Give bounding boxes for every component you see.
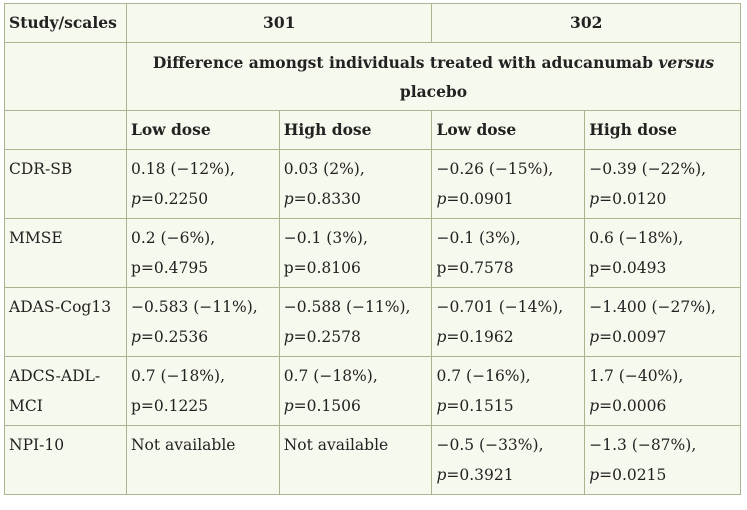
p-value: p=0.0493 [589, 259, 667, 277]
value-cell: 0.2 (−6%), p=0.4795 [125, 218, 280, 288]
study-header-row: Study/scales 301 302 [4, 3, 741, 43]
dose-high-302: High dose [584, 110, 741, 150]
p-label: p [589, 466, 600, 484]
dose-high-301: High dose [278, 110, 433, 150]
empty-cell [4, 110, 127, 150]
value-cell: −1.400 (−27%), p=0.0097 [584, 287, 741, 357]
p-value: =0.0901 [446, 190, 514, 208]
p-value: =0.2578 [293, 328, 361, 346]
value-cell: −0.583 (−11%), p=0.2536 [125, 287, 280, 357]
p-value: =0.0006 [599, 397, 667, 415]
p-value: p=0.8106 [283, 259, 361, 277]
p-label: p [283, 397, 294, 415]
scale-name: ADCS-ADL-MCI [4, 356, 127, 426]
p-label: p [436, 328, 447, 346]
value-cell: −0.39 (−22%), p=0.0120 [584, 149, 741, 219]
difference-text: Difference amongst individuals treated w… [152, 53, 659, 72]
value-cell: Not available [278, 425, 433, 495]
p-label: p [436, 190, 447, 208]
table-row: CDR-SB 0.18 (−12%), p=0.2250 0.03 (2%), p=0.… [4, 149, 741, 219]
value-cell: 0.03 (2%), p=0.8330 [278, 149, 433, 219]
value-cell: 0.6 (−18%), p=0.0493 [584, 218, 741, 288]
effect-value: −0.1 (3%), [283, 229, 368, 247]
p-label: p [436, 397, 447, 415]
p-value: =0.1962 [446, 328, 514, 346]
difference-suffix: placebo [399, 82, 468, 101]
table-body: CDR-SB 0.18 (−12%), p=0.2250 0.03 (2%), p=0.… [4, 149, 741, 495]
results-table: Study/scales 301 302 Difference amongst … [4, 3, 742, 495]
effect-value: −1.3 (−87%), [589, 436, 697, 454]
p-label: p [283, 190, 294, 208]
value-cell: −0.588 (−11%), p=0.2578 [278, 287, 433, 357]
study-302-header: 302 [431, 3, 741, 43]
p-value: p=0.7578 [436, 259, 514, 277]
p-value: =0.3921 [446, 466, 514, 484]
p-label: p [130, 328, 141, 346]
p-label: p [589, 328, 600, 346]
value-cell: −0.1 (3%), p=0.7578 [431, 218, 586, 288]
dose-low-302: Low dose [431, 110, 586, 150]
effect-value: 0.2 (−6%), [130, 229, 216, 247]
p-value: =0.0120 [599, 190, 667, 208]
value-cell: −0.26 (−15%), p=0.0901 [431, 149, 586, 219]
effect-value: Not available [130, 436, 236, 454]
scale-name: ADAS-Cog13 [4, 287, 127, 357]
p-value: =0.8330 [293, 190, 361, 208]
table-row: ADAS-Cog13 −0.583 (−11%), p=0.2536 −0.588 (… [4, 287, 741, 357]
difference-header: Difference amongst individuals treated w… [125, 42, 742, 111]
value-cell: 0.7 (−16%), p=0.1515 [431, 356, 586, 426]
value-cell: 0.18 (−12%), p=0.2250 [125, 149, 280, 219]
effect-value: 0.7 (−18%), [130, 367, 226, 385]
effect-value: −0.588 (−11%), [283, 298, 411, 316]
value-cell: −1.3 (−87%), p=0.0215 [584, 425, 741, 495]
p-value: =0.1515 [446, 397, 514, 415]
scale-name: CDR-SB [4, 149, 127, 219]
scale-name: NPI-10 [4, 425, 127, 495]
dose-row: Low dose High dose Low dose High dose [4, 110, 741, 150]
effect-value: −0.26 (−15%), [436, 160, 554, 178]
empty-cell [4, 42, 127, 111]
value-cell: −0.5 (−33%), p=0.3921 [431, 425, 586, 495]
p-value: =0.2250 [140, 190, 209, 208]
effect-value: 0.18 (−12%), [130, 160, 235, 178]
value-cell: Not available [125, 425, 280, 495]
effect-value: 0.7 (−16%), [436, 367, 531, 385]
effect-value: 0.6 (−18%), [589, 229, 684, 247]
effect-value: 1.7 (−40%), [589, 367, 684, 385]
value-cell: −0.1 (3%), p=0.8106 [278, 218, 433, 288]
table-row: MMSE 0.2 (−6%), p=0.4795 −0.1 (3%), p=0.8106… [4, 218, 741, 288]
p-label: p [283, 328, 294, 346]
p-value: =0.2536 [140, 328, 209, 346]
effect-value: −0.39 (−22%), [589, 160, 707, 178]
effect-value: Not available [283, 436, 389, 454]
study-301-header: 301 [125, 3, 433, 43]
p-value: =0.0215 [599, 466, 667, 484]
value-cell: 0.7 (−18%), p=0.1225 [125, 356, 280, 426]
effect-value: −0.583 (−11%), [130, 298, 258, 316]
value-cell: −0.701 (−14%), p=0.1962 [431, 287, 586, 357]
p-value: p=0.4795 [130, 259, 209, 277]
effect-value: −0.701 (−14%), [436, 298, 564, 316]
p-label: p [589, 190, 600, 208]
study-scales-header: Study/scales [4, 3, 127, 43]
effect-value: 0.03 (2%), [283, 160, 365, 178]
p-value: =0.0097 [599, 328, 667, 346]
p-label: p [436, 466, 447, 484]
p-value: =0.1506 [293, 397, 361, 415]
effect-value: −0.5 (−33%), [436, 436, 544, 454]
table-row: NPI-10 Not available Not available −0.5 (−3… [4, 425, 741, 495]
dose-low-301: Low dose [125, 110, 280, 150]
difference-row: Difference amongst individuals treated w… [4, 42, 742, 111]
table-row: ADCS-ADL-MCI 0.7 (−18%), p=0.1225 0.7 (−18%… [4, 356, 741, 426]
effect-value: −0.1 (3%), [436, 229, 521, 247]
value-cell: 0.7 (−18%), p=0.1506 [278, 356, 433, 426]
p-value: p=0.1225 [130, 397, 209, 415]
value-cell: 1.7 (−40%), p=0.0006 [584, 356, 741, 426]
scale-name: MMSE [4, 218, 127, 288]
effect-value: 0.7 (−18%), [283, 367, 378, 385]
difference-italic: versus [658, 53, 715, 72]
p-label: p [589, 397, 600, 415]
effect-value: −1.400 (−27%), [589, 298, 716, 316]
p-label: p [130, 190, 141, 208]
